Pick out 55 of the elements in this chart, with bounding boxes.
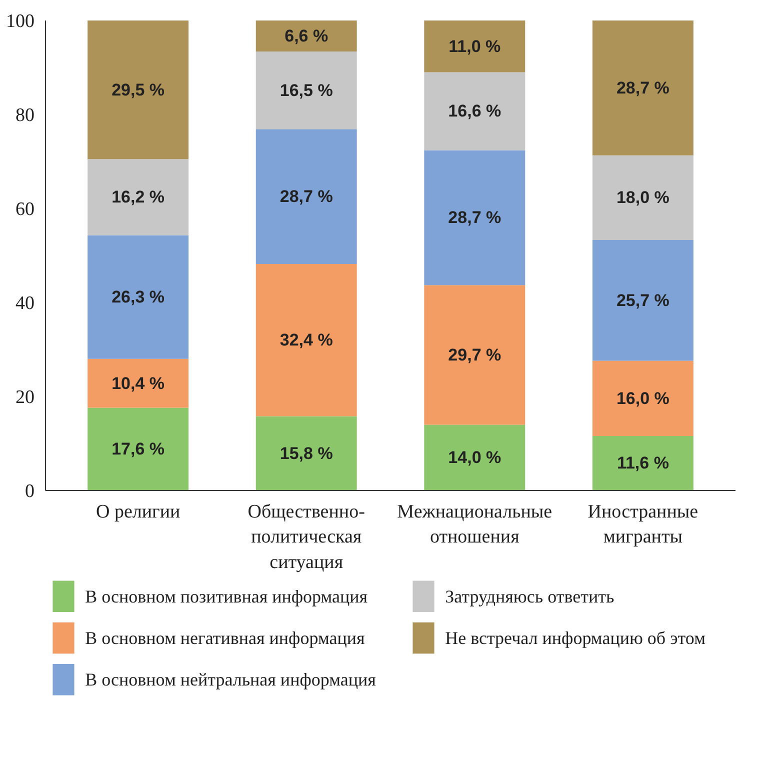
bar <box>424 20 526 72</box>
bar <box>424 72 526 150</box>
bar <box>256 129 357 264</box>
bar <box>88 408 189 490</box>
data-label: 28,7 % <box>448 208 502 228</box>
bar <box>256 416 357 490</box>
legend-label: В основном позитивная информация <box>85 586 368 606</box>
y-tick-label: 100 <box>6 11 34 32</box>
bar <box>88 235 189 359</box>
bar <box>256 264 357 416</box>
y-tick-label: 60 <box>16 199 34 220</box>
data-label: 28,7 % <box>616 78 670 98</box>
y-tick-label: 40 <box>16 293 34 314</box>
legend-label: Не встречал информацию об этом <box>445 628 706 648</box>
data-label: 15,8 % <box>280 444 333 463</box>
bar <box>592 360 694 436</box>
bar <box>592 20 694 156</box>
legend-label: Затрудняюсь ответить <box>445 586 614 606</box>
bar <box>88 358 189 408</box>
data-label: 17,6 % <box>112 440 165 459</box>
bar <box>88 20 189 160</box>
data-label: 6,6 % <box>284 26 328 46</box>
data-label: 11,0 % <box>448 36 501 56</box>
data-label: 29,7 % <box>448 345 502 364</box>
bar <box>592 436 694 490</box>
bar <box>592 240 694 361</box>
data-label: 18,0 % <box>616 188 670 208</box>
data-label: 16,0 % <box>616 388 670 408</box>
bar <box>256 20 357 52</box>
data-label: 11,6 % <box>616 454 669 473</box>
data-label: 14,0 % <box>448 448 502 468</box>
legend-label: В основном негативная информация <box>85 628 365 648</box>
bar <box>424 424 526 490</box>
bar <box>424 285 526 425</box>
x-tick-label: Иностранные мигранты <box>588 502 698 548</box>
data-label: 28,7 % <box>280 187 333 206</box>
data-label: 26,3 % <box>112 288 165 307</box>
data-label: 16,2 % <box>112 188 165 207</box>
bar <box>592 155 694 240</box>
x-tick-label: Межнациональные отношения <box>397 502 552 548</box>
y-tick-label: 80 <box>16 105 34 126</box>
y-tick-label: 20 <box>16 387 34 408</box>
bar <box>424 150 526 286</box>
x-tick-label: О религии <box>96 502 180 522</box>
bar <box>256 52 357 130</box>
data-label: 10,4 % <box>112 374 165 393</box>
data-label: 16,5 % <box>280 80 333 100</box>
data-label: 25,7 % <box>616 290 670 310</box>
y-tick-label: 0 <box>25 481 34 502</box>
legend-label: В основном нейтральная информация <box>85 670 376 690</box>
bar <box>88 159 189 236</box>
data-label: 29,5 % <box>112 80 165 100</box>
x-tick-label: Общественно-политическая ситуация <box>248 502 365 573</box>
data-label: 16,6 % <box>448 102 502 121</box>
data-label: 32,4 % <box>280 330 333 350</box>
